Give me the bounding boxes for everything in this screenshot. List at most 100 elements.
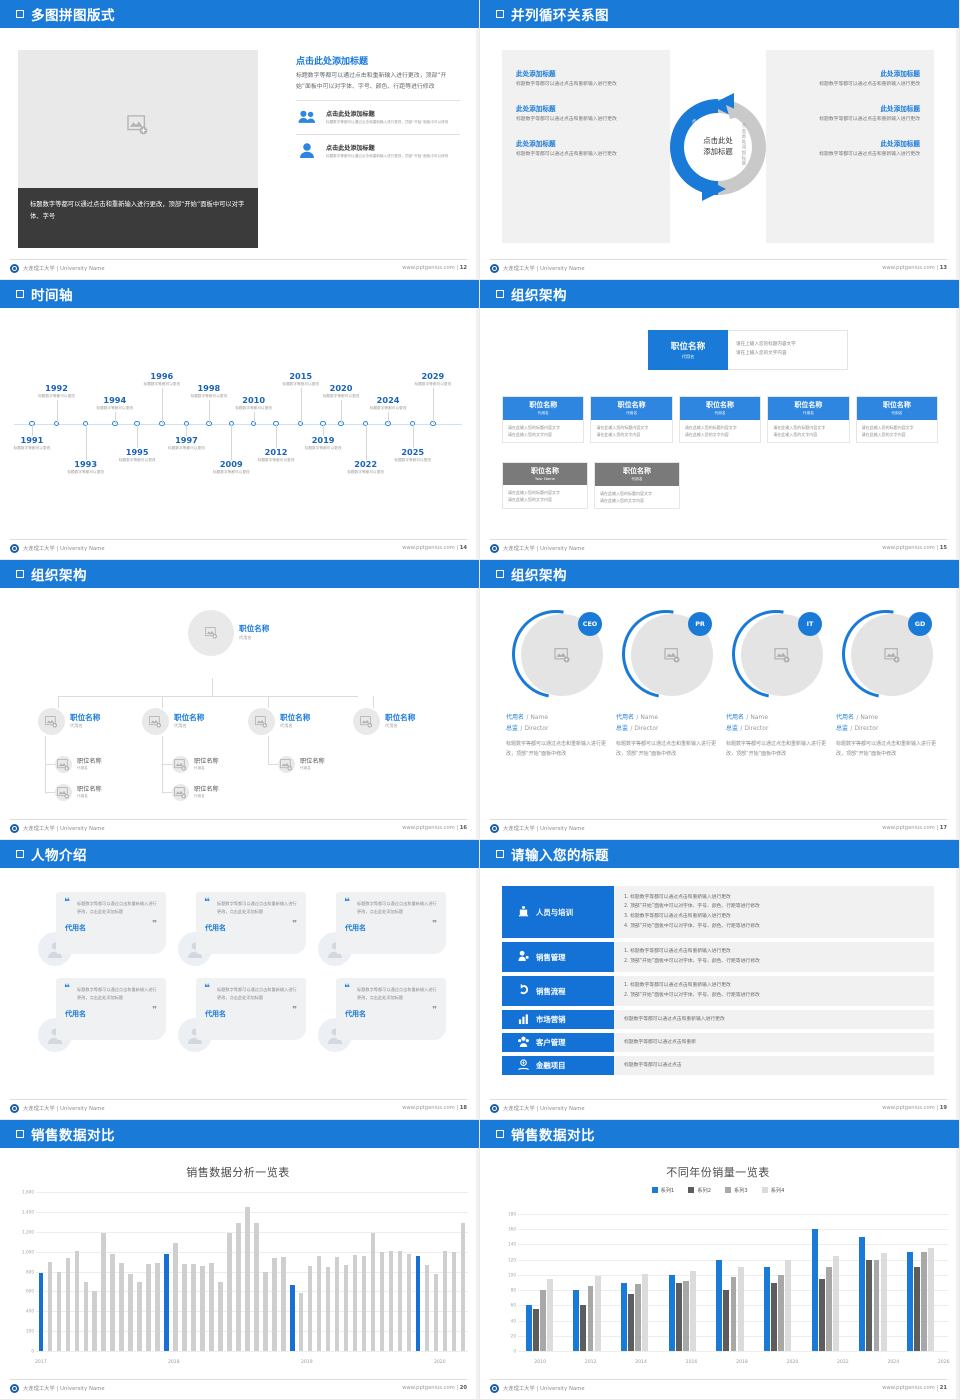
bar[interactable]: [811, 1229, 818, 1351]
timeline-entry[interactable]: 1991 标题数字等都可以更改: [5, 435, 59, 452]
bar[interactable]: [716, 1259, 723, 1351]
feature-item[interactable]: 点击此处添加标题 标题数字等都可以通过点击和重新输入进行更改，顶部“开始”面板中…: [296, 99, 460, 127]
feature-item[interactable]: 点击此处添加标题 标题数字等都可以通过点击和重新输入进行更改，顶部“开始”面板中…: [296, 133, 460, 161]
bar[interactable]: [818, 1278, 825, 1351]
org-root[interactable]: 职位名称 代用名 请在上输入您的标题内容文字 请在上输入您的文字内容: [648, 330, 848, 370]
slide-thumbnail-18[interactable]: 人物介绍 ❝ ❞ 标题数字等都可以通过点击和重新输入进行更改，点击此处添加标题 代用名…: [0, 840, 480, 1120]
feature-tab[interactable]: 市场营销: [502, 1010, 614, 1029]
bar[interactable]: [907, 1252, 913, 1351]
bar[interactable]: [833, 1255, 839, 1351]
bar[interactable]: [415, 1255, 421, 1351]
slide-thumbnail-15[interactable]: 组织架构 职位名称 代用名 请在上输入您的标题内容文字 请在上输入您的文字内容 …: [480, 280, 960, 560]
image-placeholder[interactable]: [18, 50, 258, 200]
feature-row[interactable]: 客户管理 标题数字等都可以通过点击和重新: [502, 1033, 934, 1052]
bar[interactable]: [307, 1265, 313, 1351]
bar[interactable]: [56, 1271, 62, 1351]
bar[interactable]: [137, 1282, 142, 1351]
org-node[interactable]: 职位名称 代用名: [172, 756, 219, 773]
feature-row[interactable]: 市场营销 标题数字等都可以通过点击和重新输入进行更改: [502, 1010, 934, 1029]
bar[interactable]: [690, 1271, 696, 1351]
bar[interactable]: [460, 1222, 466, 1351]
org-node[interactable]: 职位名称 代用名: [353, 708, 415, 735]
timeline-entry[interactable]: 2022 标题数字等都可以更改: [339, 459, 393, 476]
bar[interactable]: [635, 1284, 642, 1351]
quote-card[interactable]: ❝ ❞ 标题数字等都可以通过点击和重新输入进行更改，点击此处添加标题 代用名: [38, 892, 166, 966]
bar[interactable]: [200, 1265, 205, 1351]
bar[interactable]: [587, 1286, 594, 1351]
bar[interactable]: [547, 1278, 553, 1351]
org-node[interactable]: 职位名称 代用名: [55, 784, 102, 801]
timeline-entry[interactable]: 2025 标题数字等都可以更改: [386, 447, 440, 464]
bar[interactable]: [880, 1252, 887, 1351]
timeline-entry[interactable]: 2009 标题数字等都可以更改: [204, 459, 258, 476]
bar[interactable]: [101, 1232, 106, 1351]
slide-thumbnail-14[interactable]: 时间轴 1991 标题数字等都可以更改 1992 标题数字等都可以更改 1993 标题数字…: [0, 280, 480, 560]
timeline-entry[interactable]: 2019 标题数字等都可以更改: [296, 435, 350, 452]
profile-card[interactable]: GD 代用名 / Name 总监 / Director 标题数字等都可以通过点击和重新…: [824, 592, 948, 759]
bar[interactable]: [628, 1293, 635, 1351]
bar[interactable]: [424, 1264, 430, 1351]
bar[interactable]: [272, 1257, 277, 1351]
bar[interactable]: [621, 1282, 627, 1351]
bar[interactable]: [110, 1253, 115, 1351]
bar[interactable]: [209, 1262, 214, 1351]
bar[interactable]: [334, 1256, 340, 1351]
feature-row[interactable]: 金融项目 标题数字等都可以通过点击: [502, 1056, 934, 1075]
profile-card[interactable]: CEO 代用名 / Name 总监 / Director 标题数字等都可以通过点击和重…: [494, 592, 618, 759]
bar[interactable]: [325, 1266, 331, 1351]
feature-row[interactable]: 人员与培训 1. 标题数字等都可以通过点击和重新输入进行更改 2. 顶部“开始”面板…: [502, 886, 934, 938]
timeline-entry[interactable]: 1996 标题数字等都可以更改: [135, 371, 189, 388]
feature-tab[interactable]: 销售流程: [502, 976, 614, 1006]
bar[interactable]: [764, 1267, 770, 1351]
bar[interactable]: [227, 1232, 232, 1351]
bar[interactable]: [361, 1255, 367, 1351]
bar[interactable]: [866, 1259, 873, 1351]
bar[interactable]: [539, 1290, 546, 1351]
feature-tab[interactable]: 金融项目: [502, 1056, 614, 1075]
bar[interactable]: [451, 1251, 457, 1351]
feature-tab[interactable]: 销售管理: [502, 942, 614, 972]
timeline-entry[interactable]: 1995 标题数字等都可以更改: [110, 447, 164, 464]
slide-thumbnail-13[interactable]: 并列循环关系图 此处添加标题 标题数字等都可以通过点击和重新输入进行更改 此处添加…: [480, 0, 960, 280]
slide-thumbnail-16[interactable]: 组织架构 职位名称 代用名 职位名称 代用名 职位名称 代用名 职位名称 代用名 职位名称 代用名…: [0, 560, 480, 840]
org-node[interactable]: 职位名称 代用名: [38, 708, 100, 735]
bar[interactable]: [825, 1267, 832, 1351]
bar[interactable]: [182, 1263, 187, 1351]
bar[interactable]: [730, 1277, 737, 1351]
bar[interactable]: [65, 1257, 71, 1351]
org-node[interactable]: 职位名称 代用名: [142, 708, 204, 735]
bar[interactable]: [379, 1251, 385, 1351]
org-card[interactable]: 职位名称 代用名 请在此输入您的标题内容文字 请在此输入您的文字内容: [767, 396, 850, 444]
timeline-entry[interactable]: 2010 标题数字等都可以更改: [227, 395, 281, 412]
bar[interactable]: [433, 1274, 439, 1351]
legend-item[interactable]: 系列4: [761, 1187, 784, 1194]
bar[interactable]: [254, 1222, 259, 1351]
bar[interactable]: [299, 1293, 304, 1351]
org-node[interactable]: 职位名称 代用名: [55, 756, 102, 773]
bar[interactable]: [771, 1282, 778, 1351]
bar[interactable]: [388, 1250, 394, 1351]
legend-item[interactable]: 系列2: [688, 1187, 711, 1194]
quote-card[interactable]: ❝ ❞ 标题数字等都可以通过点击和重新输入进行更改，点击此处添加标题 代用名: [318, 892, 446, 966]
bar[interactable]: [682, 1280, 689, 1351]
profile-card[interactable]: IT 代用名 / Name 总监 / Director 标题数字等都可以通过点击和重新…: [714, 592, 838, 759]
timeline-entry[interactable]: 2024 标题数字等都可以更改: [361, 395, 415, 412]
timeline-entry[interactable]: 1997 标题数字等都可以更改: [159, 435, 213, 452]
timeline-entry[interactable]: 1994 标题数字等都可以更改: [88, 395, 142, 412]
org-card[interactable]: 职位名称 代用名 请在此输入您的标题内容文字 请在此输入您的文字内容: [594, 462, 680, 510]
bar[interactable]: [236, 1222, 241, 1351]
legend-item[interactable]: 系列3: [725, 1187, 748, 1194]
bar[interactable]: [218, 1282, 223, 1351]
bar[interactable]: [928, 1248, 935, 1351]
bar[interactable]: [921, 1252, 928, 1351]
bar[interactable]: [146, 1263, 151, 1351]
bar[interactable]: [352, 1254, 358, 1351]
bar[interactable]: [281, 1256, 286, 1351]
slide-thumbnail-12[interactable]: 多图拼图版式 标题数字等都可以通过点击和重新输入进行更改，顶部“开始”面板中可以…: [0, 0, 480, 280]
bar[interactable]: [164, 1253, 169, 1351]
bar[interactable]: [38, 1272, 44, 1351]
bar[interactable]: [737, 1267, 744, 1351]
timeline-entry[interactable]: 1992 标题数字等都可以更改: [30, 383, 84, 400]
bar[interactable]: [74, 1250, 80, 1351]
org-node[interactable]: 职位名称 代用名: [248, 708, 310, 735]
